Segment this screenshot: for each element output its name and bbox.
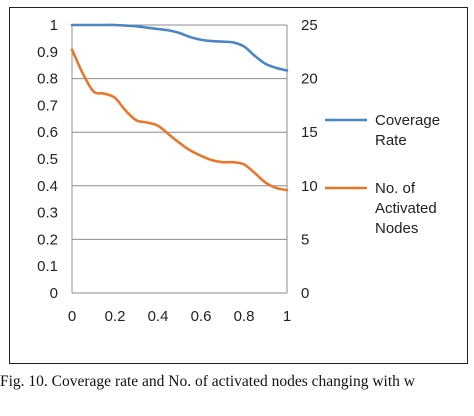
y-left-tick-label-6: 0.6 (37, 124, 58, 141)
y-left-tick-label-10: 1 (50, 17, 58, 34)
x-tick-label-5: 1 (283, 308, 291, 325)
y-right-tick-label-1: 5 (301, 231, 309, 248)
y-right-tick-label-0: 0 (301, 285, 309, 302)
legend-label-1-1: Activated (375, 200, 437, 217)
y-right-tick-label-2: 10 (301, 178, 318, 195)
series-line-0 (70, 23, 289, 72)
y-right-tick-label-4: 20 (301, 71, 318, 88)
y-right-tick-label-3: 15 (301, 124, 318, 141)
x-tick-label-3: 0.6 (191, 308, 212, 325)
y-left-tick-label-1: 0.1 (37, 258, 58, 275)
x-tick-label-1: 0.2 (105, 308, 126, 325)
x-tick-label-2: 0.4 (148, 308, 169, 325)
x-tick-label-4: 0.8 (234, 308, 255, 325)
chart: 00.10.20.30.40.50.60.70.80.9105101520250… (37, 17, 440, 325)
series-line-1 (70, 48, 289, 192)
legend-label-1-2: Nodes (375, 220, 418, 237)
y-left-tick-label-4: 0.4 (37, 178, 58, 195)
legend-label-0-0: Coverage (375, 112, 440, 129)
y-left-tick-label-8: 0.8 (37, 71, 58, 88)
y-left-tick-label-7: 0.7 (37, 97, 58, 114)
figure-caption: Fig. 10. Coverage rate and No. of activa… (0, 373, 415, 390)
legend-label-0-1: Rate (375, 132, 407, 149)
y-left-tick-label-2: 0.2 (37, 231, 58, 248)
y-left-tick-label-0: 0 (50, 285, 58, 302)
figure-frame: 0 0.1 0.2 0.3 0.4 0.5 0.6 0.7 0.8 0.9 1 0 5 10 15 20 25 0… (9, 7, 468, 364)
legend-label-1-0: No. of (375, 180, 416, 197)
y-right-tick-label-5: 25 (301, 17, 318, 34)
x-tick-label-0: 0 (68, 308, 76, 325)
y-left-tick-label-3: 0.3 (37, 205, 58, 222)
y-left-tick-label-5: 0.5 (37, 151, 58, 168)
y-left-tick-label-9: 0.9 (37, 44, 58, 61)
